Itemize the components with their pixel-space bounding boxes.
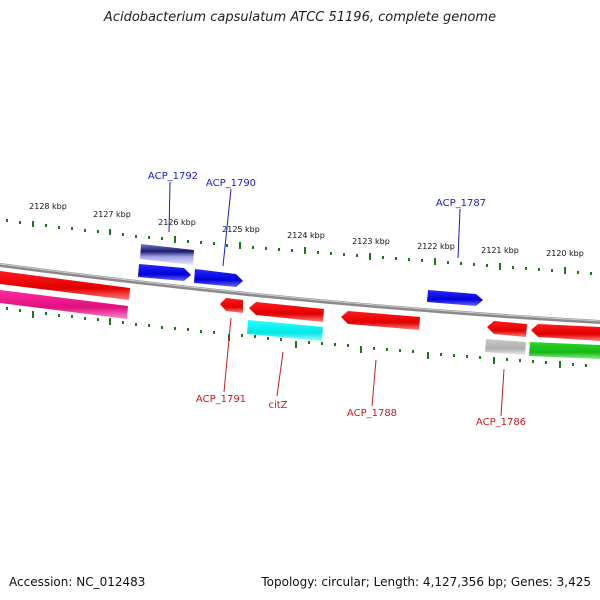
- gene-feature-red[interactable]: [249, 302, 324, 322]
- scale-label: 2122 kbp: [417, 242, 455, 251]
- scale-label: 2123 kbp: [352, 237, 390, 246]
- scale-label: 2126 kbp: [158, 218, 196, 227]
- inner-tick-ring: [6, 307, 587, 368]
- gene-feature-acp-1790[interactable]: [194, 269, 243, 287]
- accession-text: Accession: NC_012483: [9, 575, 146, 589]
- gene-label-acp-1792[interactable]: ACP_1792: [148, 171, 198, 182]
- outer-tick-ring: [6, 219, 592, 275]
- callout-lines: [168, 181, 505, 417]
- gene-label-acp-1787[interactable]: ACP_1787: [436, 198, 486, 209]
- scale-label: 2121 kbp: [481, 246, 519, 255]
- gene-feature-red[interactable]: [0, 271, 130, 300]
- scale-label: 2127 kbp: [93, 210, 131, 219]
- scale-label: 2125 kbp: [222, 225, 260, 234]
- gene-feature-forward[interactable]: [138, 264, 191, 281]
- gene-feature-citz[interactable]: [247, 320, 323, 341]
- gene-feature-acp-1791[interactable]: [220, 298, 243, 313]
- gene-feature-pink[interactable]: [0, 290, 128, 319]
- gene-feature-red[interactable]: [531, 324, 600, 341]
- gene-label-acp-1790[interactable]: ACP_1790: [206, 178, 256, 189]
- gene-feature-acp-1792[interactable]: [140, 244, 194, 265]
- gene-feature-gray[interactable]: [485, 339, 526, 355]
- gene-feature-green[interactable]: [529, 342, 600, 359]
- genome-backbone: [0, 263, 600, 324]
- scale-label: 2120 kbp: [546, 249, 584, 258]
- map-title: Acidobacterium capsulatum ATCC 51196, co…: [103, 10, 497, 25]
- gene-label-acp-1788[interactable]: ACP_1788: [347, 408, 397, 419]
- scale-label: 2128 kbp: [29, 202, 67, 211]
- genome-summary-text: Topology: circular; Length: 4,127,356 bp…: [261, 575, 591, 589]
- gene-label-acp-1786[interactable]: ACP_1786: [476, 417, 526, 428]
- gene-feature-acp-1788[interactable]: [341, 311, 420, 330]
- gene-label-acp-1791[interactable]: ACP_1791: [196, 394, 246, 405]
- scale-labels: 2128 kbp 2127 kbp 2126 kbp 2125 kbp 2124…: [29, 202, 584, 258]
- scale-label: 2124 kbp: [287, 231, 325, 240]
- gene-label-citz[interactable]: citZ: [268, 400, 287, 411]
- gene-feature-acp-1787[interactable]: [427, 290, 483, 306]
- gene-feature-acp-1786[interactable]: [487, 321, 527, 337]
